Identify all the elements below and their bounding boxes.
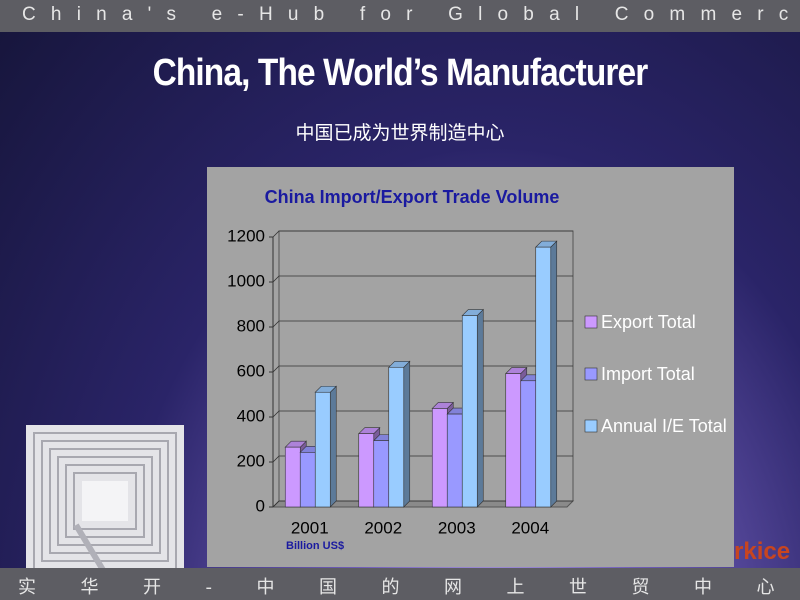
tag-chip-area (82, 481, 128, 521)
banner-text: 实华开-中国的网上世贸中心 (18, 577, 800, 598)
bar-side (329, 385, 337, 508)
bar-front (388, 366, 405, 508)
top-banner: China's e-Hub for Global Commerce (0, 0, 800, 32)
x-tick-label: 2002 (364, 518, 402, 537)
bar-front (358, 433, 375, 508)
legend-swatch (584, 315, 598, 329)
grid-line (272, 230, 573, 238)
x-tick-label: 2004 (511, 518, 549, 537)
y-tick-label: 0 (256, 496, 265, 515)
legend-swatch (584, 367, 598, 381)
bar-front (520, 380, 537, 508)
bar-side (403, 360, 411, 508)
chart-title: China Import/Export Trade Volume (265, 187, 560, 207)
legend-entry: Annual I/E Total (601, 416, 727, 436)
legend-label: Annual I/E Total (601, 416, 727, 436)
y-tick-label: 600 (237, 361, 265, 380)
bar-front (314, 391, 331, 508)
bar-front (373, 440, 390, 508)
bar (388, 360, 411, 508)
logo-text: rkice (734, 538, 791, 565)
bar (461, 308, 484, 508)
y-tick-label: 1200 (227, 226, 265, 245)
slide-subtitle: 中国已成为世界制造中心 (295, 122, 505, 144)
bar-front (284, 446, 301, 508)
legend-entry: Export Total (601, 312, 696, 332)
chart: China Import/Export Trade Volume Billion… (207, 167, 734, 567)
bottom-banner: 实华开-中国的网上世贸中心 (0, 568, 800, 600)
bar-front (505, 373, 522, 508)
bar-side (476, 308, 484, 508)
bar-front (535, 246, 552, 508)
axis-unit-label: Billion US$ (286, 540, 344, 552)
slide-title: China, The World’s Manufacturer (152, 52, 649, 94)
bar-front (446, 413, 463, 508)
bar-front (299, 452, 316, 508)
grid-line (272, 275, 573, 283)
legend-label: Import Total (601, 364, 695, 384)
x-tick-label: 2001 (291, 518, 329, 537)
legend-label: Export Total (601, 312, 696, 332)
y-tick-label: 200 (237, 451, 265, 470)
bar-side (550, 240, 558, 508)
tag-lead (73, 523, 109, 577)
legend-entry: Import Total (601, 364, 695, 384)
bar-front (431, 408, 448, 508)
y-tick-label: 1000 (227, 271, 265, 290)
banner-text: China's e-Hub for Global Commerce (22, 4, 800, 25)
legend-swatch (584, 419, 598, 433)
bar (535, 240, 558, 508)
rfid-tag-image (26, 425, 184, 577)
y-tick-label: 800 (237, 316, 265, 335)
bar-front (461, 315, 478, 508)
bar (314, 385, 337, 508)
x-tick-label: 2003 (438, 518, 476, 537)
y-tick-label: 400 (237, 406, 265, 425)
